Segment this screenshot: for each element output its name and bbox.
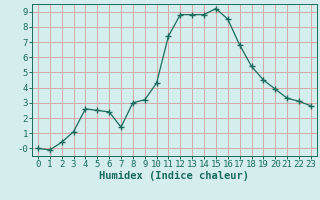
X-axis label: Humidex (Indice chaleur): Humidex (Indice chaleur) xyxy=(100,171,249,181)
